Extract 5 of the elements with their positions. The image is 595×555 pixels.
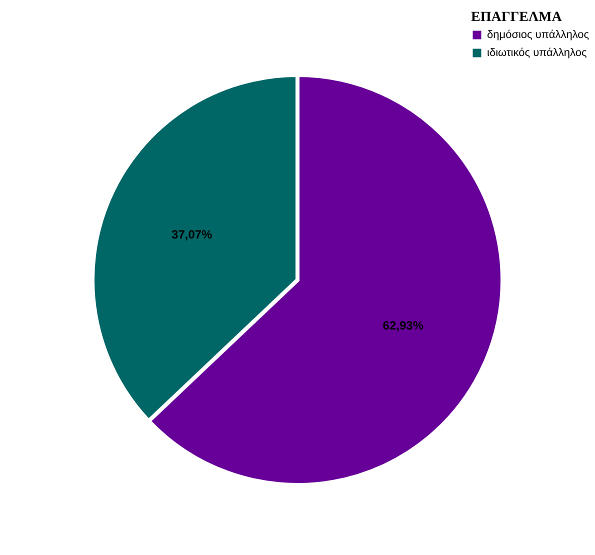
legend-label: δημόσιος υπάλληλος [487,29,590,41]
data-label: 37,07% [172,228,213,242]
legend-label: ιδιωτικός υπάλληλος [487,47,587,59]
data-label: 62,93% [382,318,424,332]
legend-title: ΕΠΑΓΓΕΛΜΑ [471,10,563,25]
